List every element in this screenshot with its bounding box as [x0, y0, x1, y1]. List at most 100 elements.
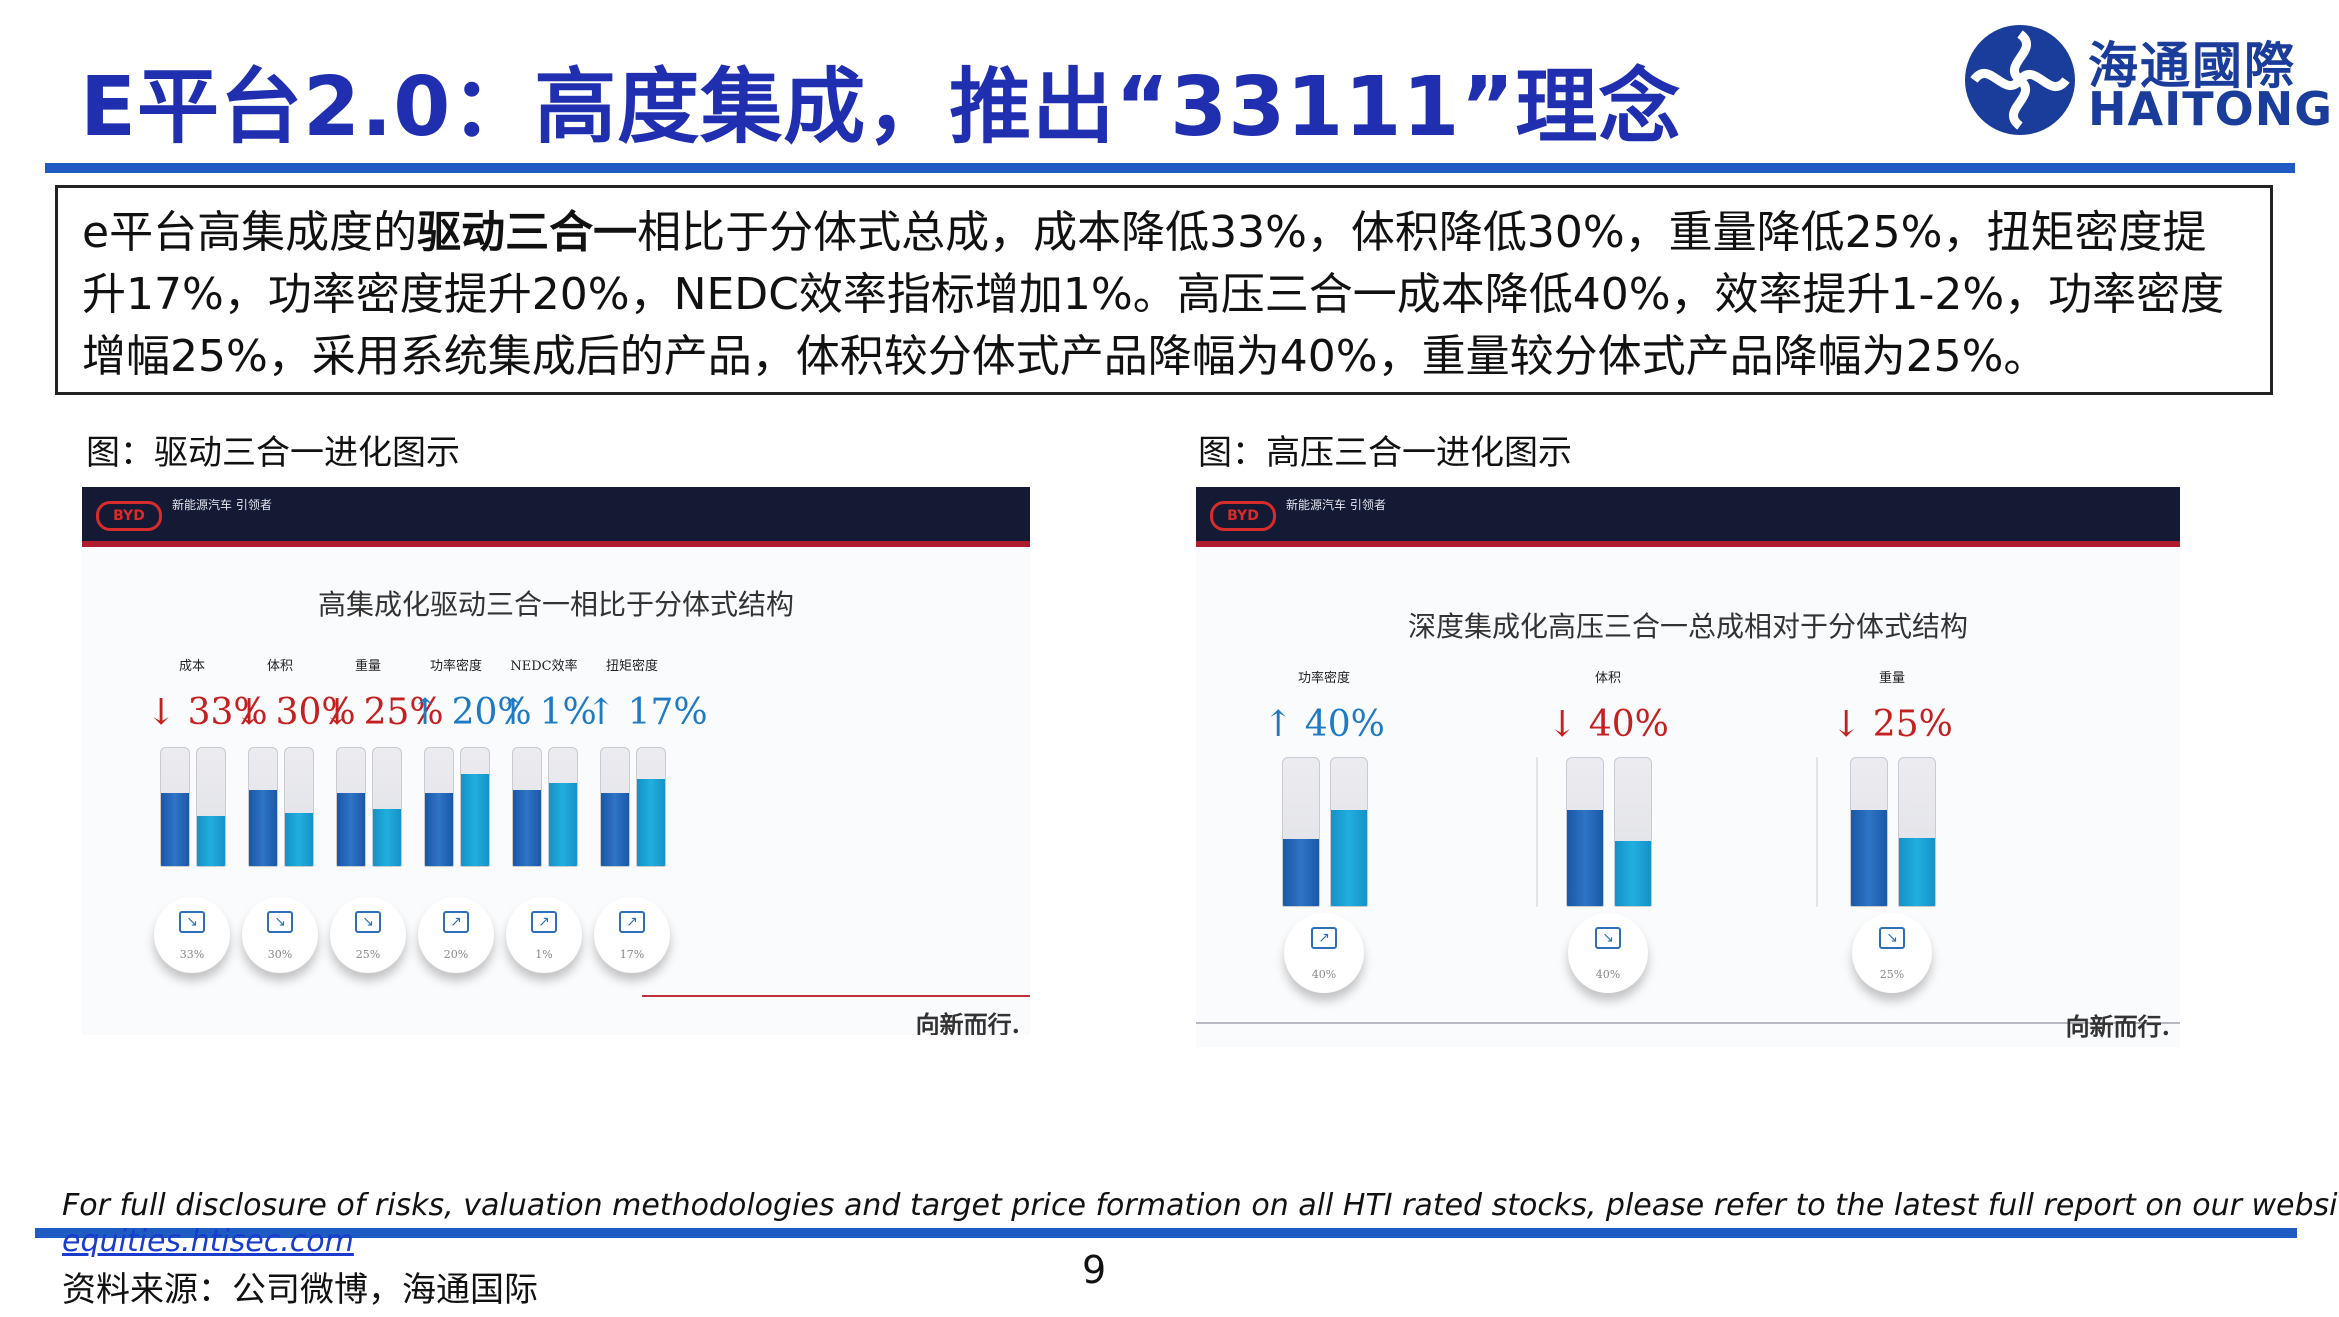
footer-divider: [35, 1228, 2297, 1238]
cylinder-fill-after: [1331, 809, 1367, 906]
cylinder-fill-before: [337, 792, 365, 866]
page-number: 9: [1082, 1248, 1107, 1292]
signature: 向新而行.: [915, 1010, 1020, 1035]
disc-value: 30%: [267, 948, 293, 961]
metric-label: 成本: [178, 659, 205, 674]
cylinder-fill-after: [197, 816, 225, 866]
logo-text-cn: 海通國際: [2088, 37, 2296, 95]
disc-value: 25%: [1879, 968, 1905, 981]
page-title: E平台2.0：高度集成，推出“33111”理念: [80, 60, 1682, 155]
banner-text: 新能源汽车 引领者: [1286, 498, 1386, 512]
disc-value: 17%: [619, 948, 645, 961]
metric-change: ↑ 20%: [410, 692, 532, 733]
metric-disc: ↘ 30%: [242, 897, 318, 973]
cylinder-pair: [160, 747, 226, 867]
metric-column: NEDC效率 ↑ 1%: [498, 655, 597, 867]
metric-label: NEDC效率: [510, 659, 578, 674]
arrow-down-icon: ↓: [1547, 704, 1578, 745]
arrow-down-icon: ↓: [146, 692, 177, 733]
cylinder-pair: [248, 747, 314, 867]
arrow-up-icon: ↑: [498, 692, 529, 733]
cylinder-before: [160, 747, 190, 867]
metric-column: 重量 ↓ 25%: [1812, 667, 1972, 907]
trend-up-icon: ↗: [531, 911, 557, 933]
cylinder-fill-before: [1283, 839, 1319, 906]
header-divider: [45, 163, 2295, 173]
metric-change: ↑ 17%: [586, 692, 708, 733]
right-banner: BYD 新能源汽车 引领者: [1196, 487, 2180, 547]
right-figure-caption: 图：高压三合一进化图示: [1198, 433, 1572, 473]
cylinder-before: [336, 747, 366, 867]
disc-value: 40%: [1595, 968, 1621, 981]
cylinder-after: [372, 747, 402, 867]
right-figure-image: BYD 新能源汽车 引领者 深度集成化高压三合一总成相对于分体式结构 功率密度 ↑…: [1196, 487, 2180, 1047]
cylinder-fill-before: [425, 792, 453, 866]
cylinder-before: [1282, 757, 1320, 907]
metric-change: ↓ 40%: [1528, 704, 1688, 745]
metric-change: ↑ 40%: [1244, 704, 1404, 745]
cylinder-after: [1330, 757, 1368, 907]
cylinder-pair: [600, 747, 666, 867]
right-figure-title: 深度集成化高压三合一总成相对于分体式结构: [1407, 610, 1968, 643]
metric-change: ↓ 25%: [322, 692, 444, 733]
column-divider: [1536, 757, 1538, 907]
disc-value: 20%: [443, 948, 469, 961]
arrow-up-icon: ↑: [586, 692, 617, 733]
accent-line: [642, 995, 1030, 997]
haitong-logo: 海通國際 HAITONG: [1960, 20, 2332, 140]
metric-disc: ↘ 25%: [330, 897, 406, 973]
metric-column: 扭矩密度 ↑ 17%: [586, 655, 708, 867]
metric-label: 体积: [1594, 671, 1621, 686]
left-figure-title: 高集成化驱动三合一相比于分体式结构: [317, 588, 794, 621]
banner-text: 新能源汽车 引领者: [172, 498, 272, 512]
metric-label: 扭矩密度: [605, 659, 658, 674]
metric-value: 40%: [1588, 704, 1669, 745]
trend-up-icon: ↗: [619, 911, 645, 933]
disc-value: 25%: [355, 948, 381, 961]
metric-change: ↓ 25%: [1812, 704, 1972, 745]
cylinder-pair: [424, 747, 490, 867]
cylinder-fill-after: [1615, 840, 1651, 906]
cylinder-pair: [1566, 757, 1652, 907]
cylinder-fill-before: [601, 792, 629, 866]
cylinder-fill-after: [637, 778, 665, 866]
cylinder-after: [460, 747, 490, 867]
disc-value: 33%: [179, 948, 205, 961]
metric-column: 体积 ↓ 40%: [1528, 667, 1688, 907]
disclaimer-text: For full disclosure of risks, valuation …: [62, 1188, 2339, 1223]
metric-value: 33%: [187, 692, 268, 733]
summary-text-bold: 驱动三合一: [417, 207, 638, 258]
disc-value: 40%: [1311, 968, 1337, 981]
cylinder-pair: [512, 747, 578, 867]
byd-logo: BYD: [1210, 501, 1276, 531]
left-figure-image: BYD 新能源汽车 引领者 高集成化驱动三合一相比于分体式结构 成本 ↓ 33% ↘…: [82, 487, 1030, 1035]
metric-value: 25%: [1872, 704, 1953, 745]
metric-change: ↓ 33%: [146, 692, 268, 733]
metric-disc: ↗ 20%: [418, 897, 494, 973]
metric-value: 1%: [539, 692, 597, 733]
trend-down-icon: ↘: [355, 911, 381, 933]
cylinder-before: [600, 747, 630, 867]
cylinder-fill-after: [373, 809, 401, 866]
arrow-down-icon: ↓: [322, 692, 353, 733]
trend-down-icon: ↘: [179, 911, 205, 933]
metric-disc: ↘ 25%: [1852, 913, 1932, 993]
baseline: [1196, 1022, 2180, 1024]
arrow-up-icon: ↑: [410, 692, 441, 733]
cylinder-pair: [1282, 757, 1368, 907]
cylinder-after: [1614, 757, 1652, 907]
haitong-emblem-icon: [1965, 25, 2075, 135]
cylinder-fill-after: [461, 773, 489, 866]
cylinder-after: [636, 747, 666, 867]
trend-down-icon: ↘: [267, 911, 293, 933]
metric-disc: ↗ 17%: [594, 897, 670, 973]
website-link[interactable]: equities.htisec.com: [62, 1224, 354, 1259]
metric-value: 20%: [451, 692, 532, 733]
metric-column: 重量 ↓ 25%: [322, 655, 444, 867]
logo-text-en: HAITONG: [2088, 82, 2333, 136]
metric-column: 功率密度 ↑ 40%: [1244, 667, 1404, 907]
cylinder-before: [1850, 757, 1888, 907]
cylinder-after: [196, 747, 226, 867]
trend-up-icon: ↗: [1311, 927, 1337, 949]
metric-value: 30%: [275, 692, 356, 733]
